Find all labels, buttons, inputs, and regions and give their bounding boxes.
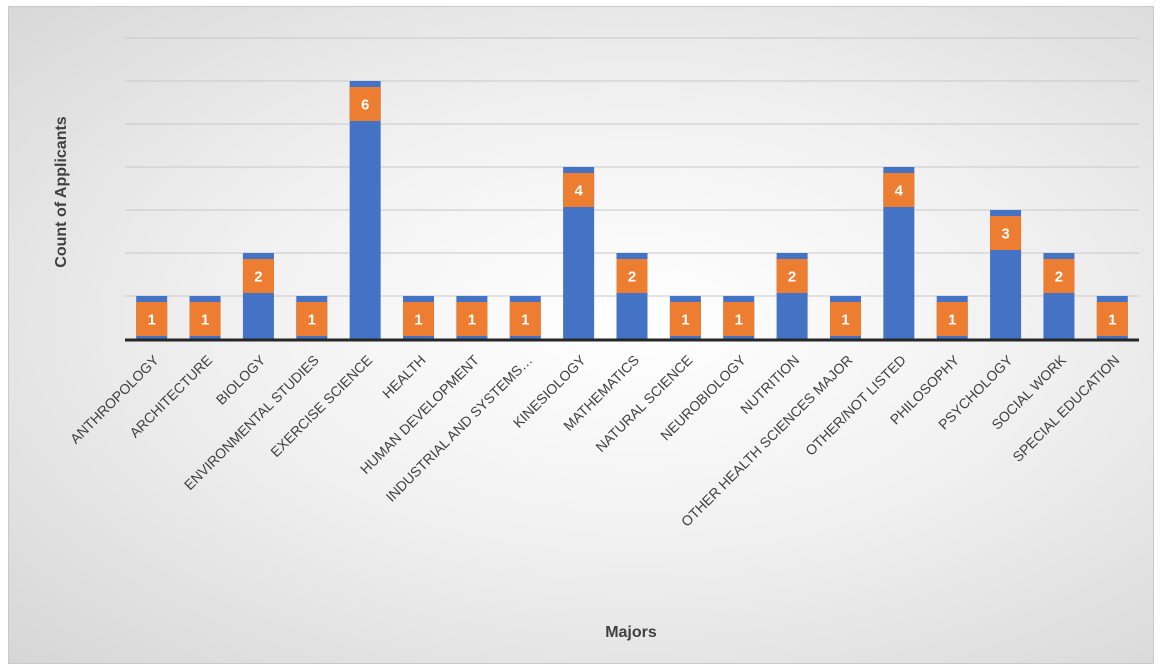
data-label: 2	[788, 269, 796, 286]
x-tick-label: OTHER/NOT LISTED	[802, 352, 909, 459]
data-label: 1	[948, 312, 956, 329]
data-label: 4	[895, 183, 904, 200]
data-label-box	[136, 302, 168, 336]
data-label: 4	[574, 183, 583, 200]
data-label: 1	[148, 312, 156, 329]
data-label: 6	[361, 97, 369, 114]
data-label-box	[616, 259, 648, 293]
data-label: 1	[1108, 312, 1116, 329]
data-label: 1	[841, 312, 849, 329]
x-tick-label: BIOLOGY	[213, 351, 269, 407]
data-label-box	[990, 216, 1022, 250]
x-axis-title: Majors	[605, 624, 657, 641]
y-axis-title: Count of Applicants	[53, 116, 70, 267]
data-label-box	[669, 302, 701, 336]
data-label: 1	[308, 312, 316, 329]
x-tick-label: NATURAL SCIENCE	[592, 352, 695, 455]
x-tick-label: HEALTH	[379, 352, 429, 402]
data-label-box	[509, 302, 541, 336]
data-label-box	[1096, 302, 1128, 336]
data-label-box	[189, 302, 221, 336]
data-label: 1	[735, 312, 743, 329]
data-label-box	[936, 302, 968, 336]
data-label: 3	[1001, 226, 1009, 243]
data-label: 2	[1055, 269, 1063, 286]
data-label-box	[1043, 259, 1075, 293]
data-label-box	[723, 302, 755, 336]
data-label: 1	[681, 312, 689, 329]
data-label: 1	[414, 312, 422, 329]
data-label-box	[829, 302, 861, 336]
x-tick-label: EXERCISE SCIENCE	[267, 352, 375, 460]
data-label-box	[349, 87, 381, 121]
x-tick-label: SPECIAL EDUCATION	[1009, 352, 1122, 465]
data-label: 1	[468, 312, 476, 329]
data-label-box	[242, 259, 274, 293]
data-label-box	[296, 302, 328, 336]
data-label: 1	[521, 312, 529, 329]
data-label-box	[563, 173, 595, 207]
data-label-box	[456, 302, 488, 336]
bar	[349, 81, 381, 339]
data-label-box	[883, 173, 915, 207]
gridlines	[125, 37, 1139, 297]
data-label-box	[776, 259, 808, 293]
data-label: 1	[201, 312, 209, 329]
x-tick-labels: ANTHROPOLOGYARCHITECTUREBIOLOGYENVIRONME…	[67, 351, 1123, 529]
data-label: 2	[628, 269, 636, 286]
data-label: 2	[254, 269, 262, 286]
x-tick-label: ANTHROPOLOGY	[67, 351, 162, 446]
data-label-box	[403, 302, 435, 336]
